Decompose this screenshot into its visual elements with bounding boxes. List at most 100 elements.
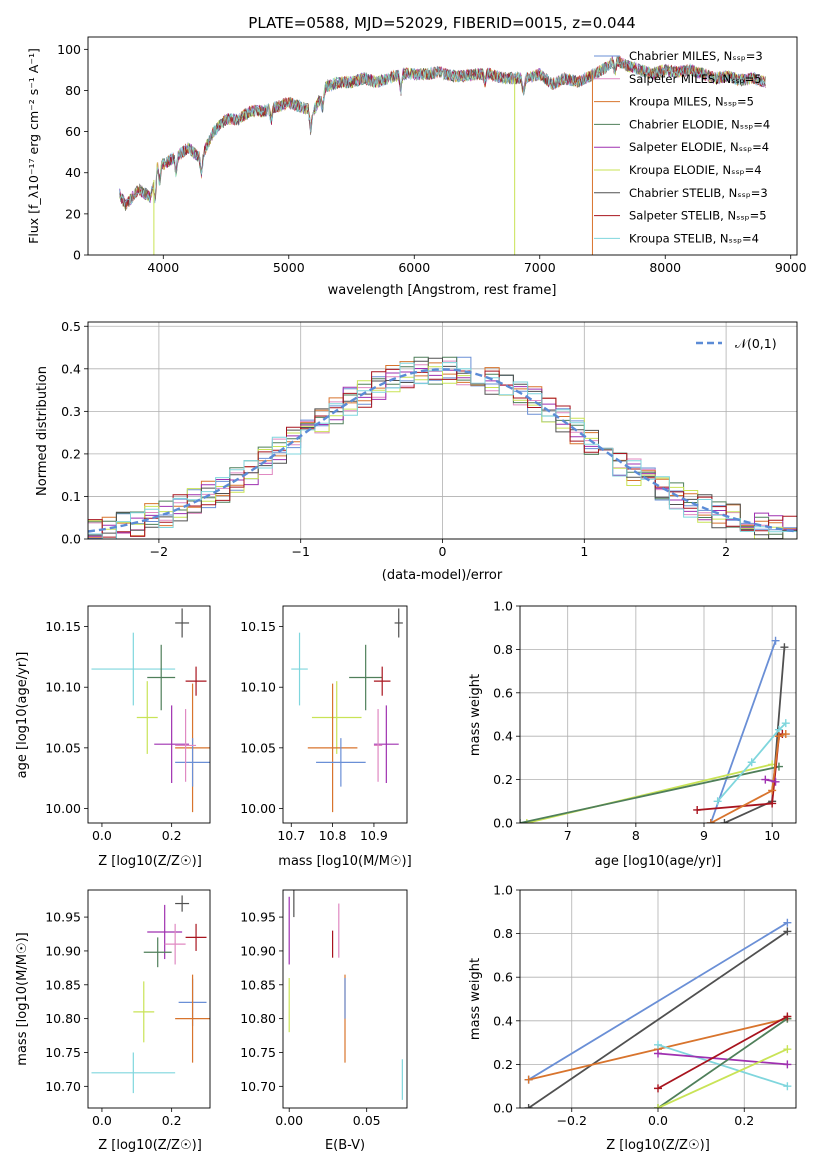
legend-entry-8: Kroupa STELIB, Nₛₛₚ=4	[629, 231, 759, 245]
spectrum-line-kroupa-stelib	[119, 57, 766, 207]
errorbars	[291, 608, 403, 813]
spectrum-curves	[119, 55, 766, 255]
y-tick-label-4: 10.90	[240, 943, 276, 958]
errorbar-point-8	[175, 709, 197, 782]
weight-marker-4-3	[781, 719, 790, 728]
axes-frame	[87, 321, 798, 540]
y-tick-label-4: 0.4	[61, 361, 81, 376]
errorbar-point-0	[394, 608, 403, 638]
residuals-ylabel: Normed distribution	[35, 366, 50, 496]
mass-vs-ebv-plot-area: 0.00 0.05 10.70 10.75 10.80 10.85 10.90 10.95	[240, 889, 408, 1128]
x-tick-label-1: −1	[291, 544, 309, 559]
y-tick-label-1: 10.75	[240, 1045, 276, 1060]
weight-vs-z-plot-area: −0.2 0.0 0.2 0.0 0.2 0.4 0.6 0.8 1.0	[493, 883, 797, 1128]
y-tick-label-0: 10.70	[240, 1079, 276, 1094]
axes-frame	[519, 605, 797, 824]
x-tick-label-0: 0.0	[92, 828, 112, 843]
errorbar-point-2	[147, 644, 176, 711]
y-tick-label-4: 10.90	[45, 943, 81, 958]
weight-lines	[520, 636, 790, 823]
x-tick-label-1: 5000	[273, 260, 305, 275]
residual-histograms	[88, 356, 797, 539]
axes-frame	[282, 889, 408, 1109]
age-vs-mass-panel: 10.7 10.8 10.9 10.00 10.05 10.10 10.15 mass [l…	[240, 605, 412, 869]
y-tick-label-0: 0.0	[493, 1101, 513, 1116]
x-tick-label-3: 1	[580, 544, 588, 559]
x-tick-label-0: −0.2	[557, 1113, 587, 1128]
weight-line-6	[657, 1048, 788, 1108]
weight-marker-3-0	[654, 1040, 662, 1049]
age-vs-z-xlabel: Z [log10(Z/Z☉)]	[98, 854, 202, 869]
y-tick-label-1: 0.2	[493, 772, 513, 787]
histogram-kroupa-stelib	[88, 362, 797, 539]
legend-entry-0: Chabrier MILES, Nₛₛₚ=3	[629, 49, 763, 63]
x-tick-label-1: 8	[632, 828, 640, 843]
y-tick-label-0: 10.00	[240, 801, 276, 816]
legend-entry-2: Kroupa MILES, Nₛₛₚ=5	[629, 95, 754, 109]
errorbar-point-4	[136, 681, 158, 754]
histogram-kroupa-elodie	[88, 366, 797, 539]
mass-vs-ebv-panel: 0.00 0.05 10.70 10.75 10.80 10.85 10.90 10.95 E…	[240, 889, 408, 1153]
y-tick-label-2: 10.80	[45, 1011, 81, 1026]
weight-marker-2-0	[524, 1075, 533, 1084]
y-tick-label-3: 0.3	[61, 404, 81, 419]
axes-frame	[87, 889, 211, 1109]
y-tick-label-5: 10.95	[240, 910, 276, 925]
weight-vs-age-plot-area: 7 8 9 10 0.0 0.2 0.4 0.6 0.8 1.0	[493, 599, 797, 843]
y-tick-label-5: 0.5	[61, 319, 81, 334]
y-tick-label-0: 10.70	[45, 1079, 81, 1094]
y-tick-label-0: 0.0	[493, 816, 513, 831]
legend-entry-1: Salpeter MILES, Nₛₛₚ=5	[629, 72, 762, 86]
weight-marker-0-1	[771, 636, 780, 645]
x-tick-label-2: 0	[439, 544, 447, 559]
errorbar-point-4	[143, 937, 172, 968]
y-tick-label-1: 10.75	[45, 1045, 81, 1060]
legend-entry-normal: 𝒩(0,1)	[735, 336, 777, 351]
weight-marker-5-0	[693, 805, 702, 814]
legend-entry-7: Salpeter STELIB, Nₛₛₚ=5	[629, 209, 767, 223]
axes-frame	[87, 36, 798, 256]
x-tick-label-2: 0.2	[734, 1113, 754, 1128]
errorbar-point-0	[175, 895, 190, 912]
weight-line-4	[657, 1052, 788, 1066]
y-tick-label-0: 0	[73, 248, 81, 263]
errorbar-point-6	[133, 981, 155, 1043]
errorbar-point-3	[185, 666, 207, 696]
x-tick-label-5: 9000	[775, 260, 807, 275]
y-tick-label-2: 10.80	[240, 1011, 276, 1026]
errorbar-point-1	[291, 632, 308, 706]
mass-vs-z-panel: 0.0 0.2 10.70 10.75 10.80 10.85 10.90 10.95 Z […	[15, 889, 211, 1153]
errorbar-point-1	[147, 904, 183, 960]
weight-marker-4-1	[783, 1060, 792, 1069]
x-tick-label-0: −2	[150, 544, 168, 559]
weight-marker-7-0	[654, 1084, 662, 1093]
weight-line-3	[657, 1043, 788, 1088]
errorbar-point-6	[307, 683, 358, 813]
errorbar-point-4	[311, 681, 362, 754]
y-tick-label-5: 1.0	[493, 883, 513, 898]
errorbar-point-3	[373, 666, 391, 696]
y-tick-label-3: 0.6	[493, 970, 513, 985]
age-vs-z-ylabel: age [log10(age/yr)]	[15, 652, 30, 779]
y-tick-label-3: 0.6	[493, 685, 513, 700]
weight-marker-0-1	[783, 918, 792, 927]
errorbar-point-3	[185, 923, 207, 951]
y-tick-label-0: 10.00	[45, 801, 81, 816]
weight-marker-3-2	[780, 643, 789, 652]
y-tick-label-1: 0.1	[61, 489, 81, 504]
y-tick-label-1: 0.2	[493, 1057, 513, 1072]
weight-marker-4-0	[713, 797, 722, 806]
weight-marker-7-1	[783, 1012, 792, 1021]
weight-vs-z-ylabel: mass weight	[468, 958, 483, 1040]
spectrum-plot-area: 4000 5000 6000 7000 8000 9000 0 20 40 60 80 100 Chab…	[57, 36, 807, 275]
weight-line-0	[709, 640, 777, 823]
weight-vs-age-panel: 7 8 9 10 0.0 0.2 0.4 0.6 0.8 1.0 age [log10(age/y…	[468, 599, 797, 869]
errorbars	[91, 608, 210, 813]
weight-line-0	[528, 921, 788, 1081]
weight-marker-1-0	[522, 819, 531, 823]
weight-marker-7-1	[771, 777, 780, 786]
errorbar-point-1	[91, 632, 176, 706]
weight-line-2	[520, 765, 780, 823]
weight-marker-6-0	[706, 819, 715, 823]
